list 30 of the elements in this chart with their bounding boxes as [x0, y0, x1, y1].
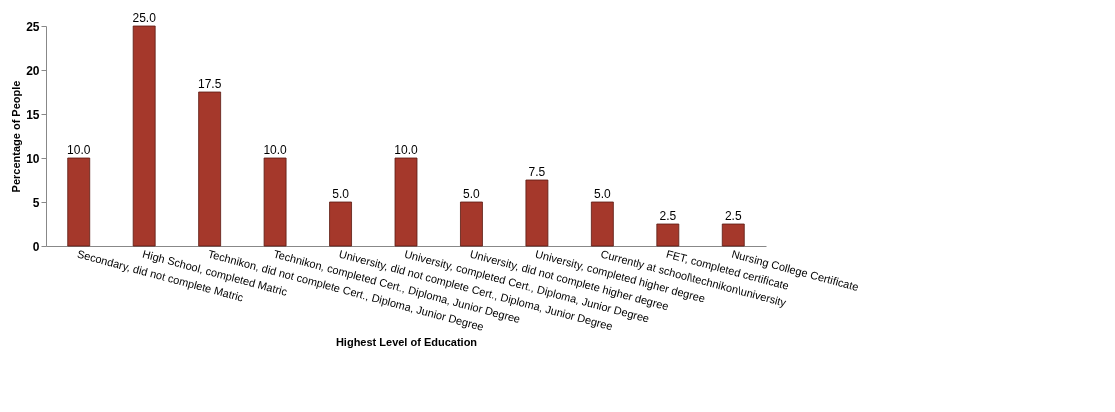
- y-axis-title: Percentage of People: [10, 80, 23, 193]
- bar: [263, 157, 287, 247]
- data-label: 5.0: [594, 187, 612, 201]
- bar: [721, 223, 745, 247]
- y-tick-label: 10: [26, 151, 40, 166]
- bar: [525, 179, 549, 247]
- data-label: 2.5: [724, 209, 742, 223]
- data-label: 7.5: [528, 165, 546, 179]
- y-tick-label: 15: [26, 107, 40, 122]
- bar: [394, 157, 418, 247]
- bar: [329, 201, 352, 247]
- data-label: 17.5: [197, 77, 222, 91]
- y-tick-label: 25: [26, 19, 40, 34]
- bar: [460, 201, 483, 247]
- bar: [198, 91, 222, 247]
- bar: [656, 223, 680, 247]
- y-tick-label: 5: [32, 195, 40, 210]
- data-label: 25.0: [132, 11, 157, 25]
- y-tick-label: 0: [32, 239, 40, 254]
- bar: [132, 25, 156, 247]
- bar: [590, 201, 614, 247]
- data-label: 10.0: [394, 143, 418, 157]
- data-label: 2.5: [659, 209, 677, 223]
- bar: [67, 157, 91, 247]
- data-label: 5.0: [463, 187, 481, 201]
- y-tick-label: 20: [26, 63, 40, 78]
- x-axis-title: Highest Level of Education: [335, 335, 478, 348]
- data-label: 10.0: [263, 143, 288, 157]
- data-label: 10.0: [67, 143, 91, 157]
- data-label: 5.0: [332, 187, 350, 201]
